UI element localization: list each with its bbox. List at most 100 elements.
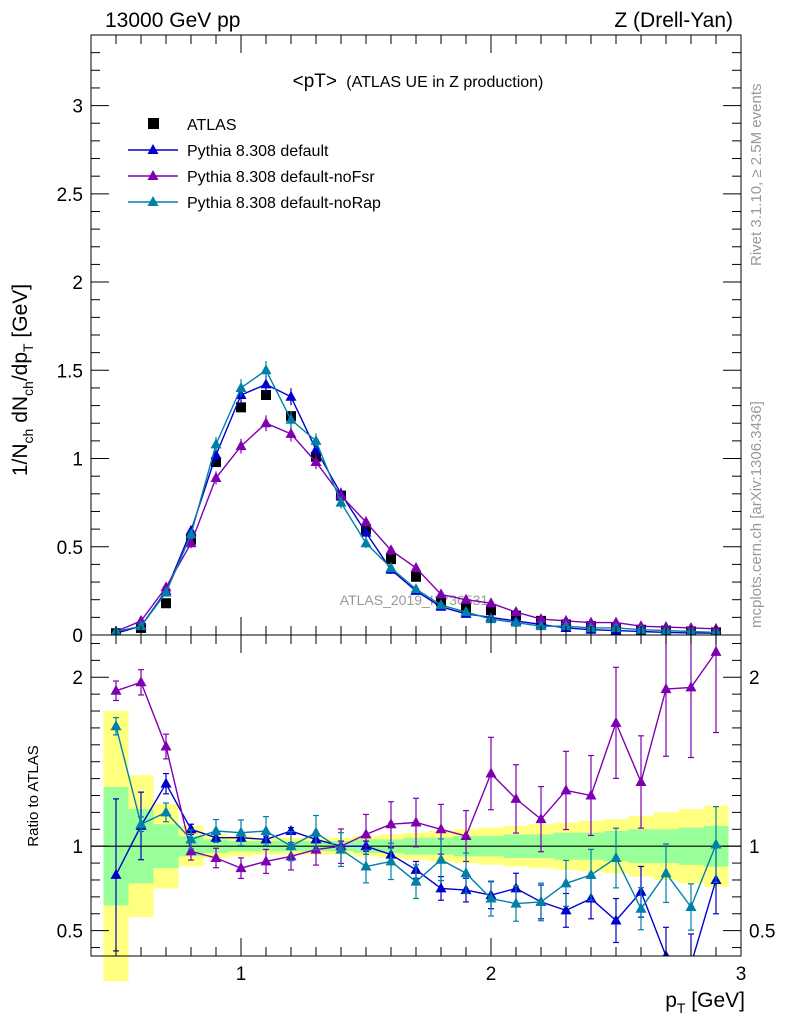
ratio-point-norap [685, 901, 697, 912]
data-point-nofsr [485, 597, 497, 608]
ratio-point-nofsr [685, 681, 697, 692]
ratio-point-norap [310, 826, 322, 837]
ratio-point-default [435, 882, 447, 893]
data-point-nofsr [385, 544, 397, 555]
ratio-point-norap [360, 860, 372, 871]
ratio-point-norap [535, 895, 547, 906]
ratio-point-nofsr [135, 676, 147, 687]
legend-label: ATLAS [187, 117, 237, 134]
data-point-norap [535, 620, 547, 631]
y-tick-label: 0.5 [57, 538, 83, 559]
ratio-point-norap [410, 875, 422, 886]
ratio-y-tick-label: 0.5 [57, 922, 83, 943]
legend-marker [147, 170, 159, 180]
data-point-atlas [161, 598, 171, 609]
data-point-norap [235, 381, 247, 392]
legend: ATLAS Pythia 8.308 default Pythia 8.308 de… [128, 117, 381, 212]
data-point-nofsr [185, 537, 197, 548]
ratio-point-nofsr [535, 813, 547, 824]
ratio-point-norap [710, 838, 722, 849]
legend-marker [147, 196, 159, 206]
data-point-atlas [486, 605, 496, 616]
mcplots-label: mcplots.cern.ch [arXiv:1306.3436] [748, 401, 765, 628]
ratio-point-default [686, 958, 697, 968]
header-left-label: 13000 GeV pp [105, 9, 240, 32]
y-tick-label: 0 [72, 626, 83, 647]
ratio-point-norap [160, 806, 172, 817]
main-y-axis-label-text: 1/Nch dNch/dpT [GeV] [9, 284, 36, 476]
ratio-series-clipped [110, 635, 722, 968]
data-point-nofsr [560, 614, 572, 625]
ratio-point-norap [235, 826, 247, 837]
y-tick-label: 2.5 [57, 185, 83, 206]
ratio-uncertainty-bands [91, 635, 741, 982]
ratio-point-norap [460, 867, 472, 878]
data-point-atlas [261, 390, 271, 400]
ratio-point-norap [260, 824, 272, 835]
ratio-point-norap [185, 833, 197, 844]
legend-label: Pythia 8.308 default-noFsr [187, 169, 375, 186]
ratio-point-nofsr [185, 845, 197, 856]
data-point-norap [385, 561, 397, 572]
ratio-point-nofsr [635, 775, 647, 786]
x-tick-label: 2 [486, 964, 497, 985]
legend-label: Pythia 8.308 default-noRap [187, 195, 381, 212]
data-point-nofsr [260, 417, 272, 428]
data-point-nofsr [410, 561, 422, 572]
ratio-y-tick-label: 2 [72, 668, 83, 689]
ratio-point-norap [485, 892, 497, 903]
plot-title-sub: (ATLAS UE in Z production) [346, 74, 543, 91]
data-point-atlas [386, 554, 396, 565]
ratio-point-norap [385, 855, 397, 866]
ratio-point-default [160, 777, 172, 788]
ratio-point-nofsr [610, 716, 622, 727]
ratio-point-nofsr [510, 792, 522, 803]
ratio-plot-area [91, 635, 741, 956]
ratio-point-nofsr [460, 830, 472, 841]
ratio-point-norap [435, 853, 447, 864]
ratio-point-nofsr [385, 818, 397, 829]
data-point-nofsr [435, 588, 447, 599]
ratio-point-default [185, 823, 197, 834]
data-point-norap [210, 438, 222, 449]
ratio-point-nofsr [160, 740, 172, 751]
data-point-nofsr [535, 613, 547, 624]
ratio-point-nofsr [485, 767, 497, 778]
ratio-point-nofsr [435, 823, 447, 834]
ratio-point-default [285, 824, 297, 835]
data-point-nofsr [510, 606, 522, 617]
data-point-norap [435, 599, 447, 609]
data-point-norap [510, 616, 522, 627]
data-point-nofsr [610, 616, 622, 627]
ratio-point-norap [660, 867, 672, 878]
data-point-norap [460, 606, 472, 617]
ratio-point-norap [210, 824, 222, 835]
data-point-norap [410, 583, 422, 594]
ratio-series-layer [110, 635, 722, 968]
ratio-point-norap [285, 840, 297, 851]
x-axis-label: pT [GeV] [665, 989, 745, 1016]
data-point-atlas [411, 571, 421, 582]
ratio-point-nofsr [585, 789, 597, 800]
ratio-y-tick-label-right: 0.5 [749, 922, 775, 943]
ratio-point-norap [335, 843, 347, 854]
data-point-default [360, 526, 372, 537]
data-point-nofsr [460, 593, 472, 604]
ratio-point-nofsr [110, 684, 122, 695]
legend-label: Pythia 8.308 default [187, 143, 329, 160]
data-point-nofsr [310, 456, 322, 467]
ratio-y-tick-label-right: 2 [749, 668, 760, 689]
ratio-y-tick-label-right: 1 [749, 837, 760, 858]
data-point-norap [135, 620, 147, 631]
x-axis-label-text: pT [GeV] [665, 989, 745, 1016]
data-point-default [260, 378, 272, 389]
ratio-point-nofsr [235, 862, 247, 873]
ratio-y-tick-label: 1 [72, 837, 83, 858]
ratio-point-nofsr [660, 683, 672, 694]
main-plot-area [91, 35, 741, 635]
plot-title-main: <pT> [293, 71, 337, 92]
data-point-norap [260, 364, 272, 375]
ratio-point-norap [510, 897, 522, 908]
x-tick-label: 1 [236, 964, 247, 985]
